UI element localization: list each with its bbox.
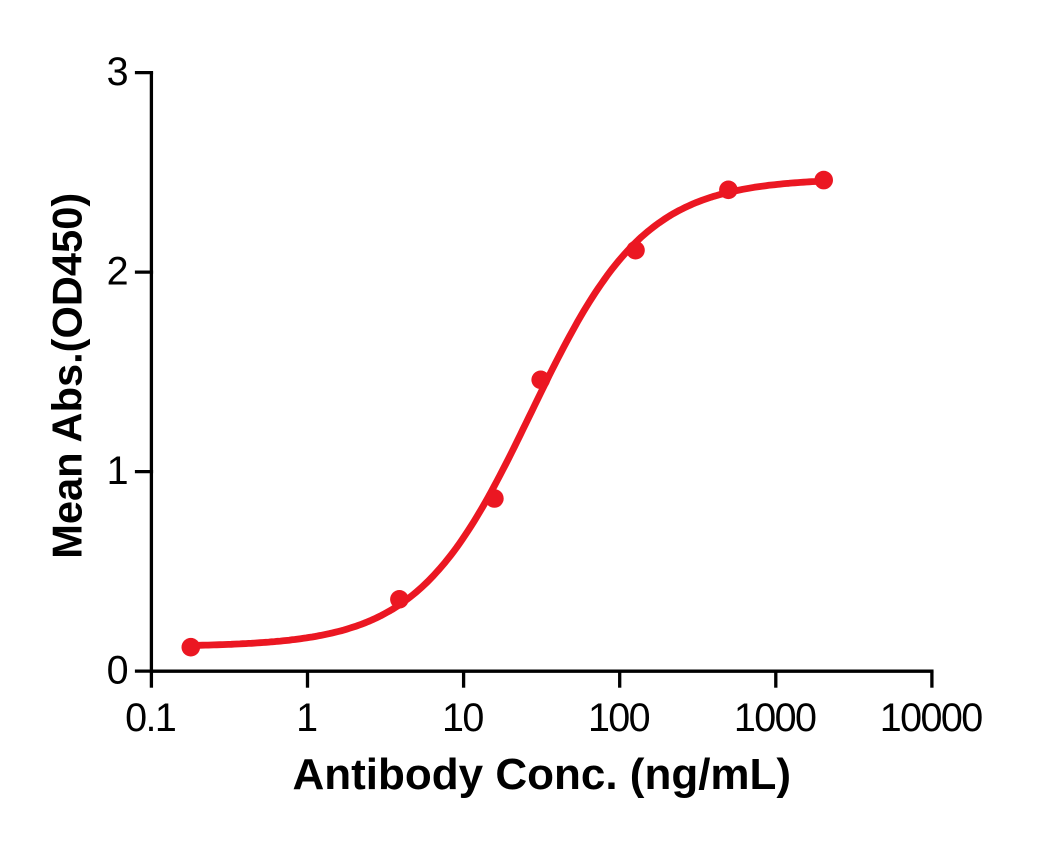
svg-text:Mean Abs.(OD450): Mean Abs.(OD450): [43, 193, 90, 559]
svg-text:0.1: 0.1: [125, 696, 176, 740]
svg-text:2: 2: [107, 250, 129, 294]
svg-text:1: 1: [296, 696, 317, 740]
svg-text:1: 1: [107, 449, 129, 493]
svg-text:100: 100: [588, 696, 650, 740]
svg-text:3: 3: [107, 50, 129, 94]
svg-text:0: 0: [107, 649, 129, 693]
svg-text:10000: 10000: [880, 696, 982, 740]
svg-text:Antibody Conc. (ng/mL): Antibody Conc. (ng/mL): [293, 750, 792, 799]
svg-text:10: 10: [442, 696, 483, 740]
svg-text:1000: 1000: [734, 696, 816, 740]
